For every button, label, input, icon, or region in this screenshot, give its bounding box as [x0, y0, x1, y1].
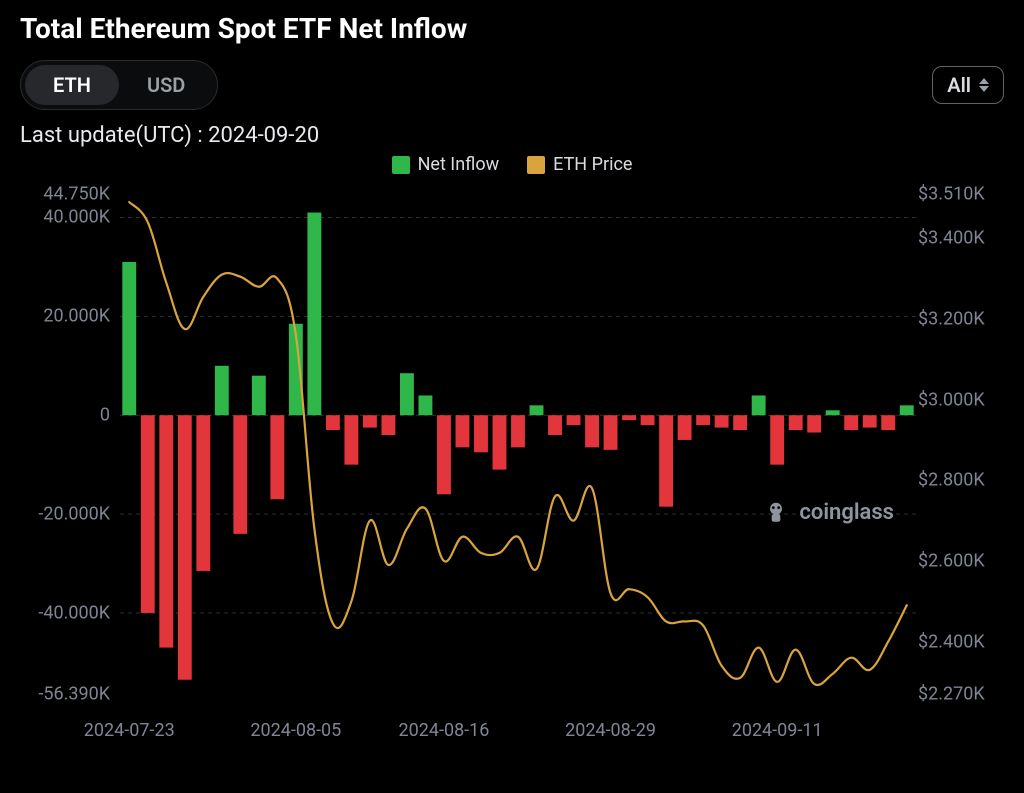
legend-net-inflow[interactable]: Net Inflow: [392, 154, 500, 175]
bar: [252, 376, 266, 416]
currency-toggle: ETH USD: [20, 60, 218, 110]
bar: [770, 415, 784, 464]
bar: [715, 415, 729, 427]
tab-eth[interactable]: ETH: [25, 65, 119, 105]
y-left-tick: -40.000K: [14, 602, 110, 623]
bar: [696, 415, 710, 425]
y-left-tick: 40.000K: [14, 207, 110, 228]
legend-eth-price[interactable]: ETH Price: [527, 154, 632, 175]
bar: [900, 405, 914, 415]
bar: [381, 415, 395, 435]
bar: [826, 410, 840, 415]
bar: [604, 415, 618, 450]
legend: Net Inflow ETH Price: [20, 154, 1004, 175]
bar: [419, 395, 433, 415]
bar: [844, 415, 858, 430]
bar: [307, 213, 321, 416]
y-right-tick: $3.400K: [918, 228, 1010, 249]
bar: [122, 262, 136, 415]
bar: [511, 415, 525, 447]
y-right-tick: $2.270K: [918, 684, 1010, 705]
y-left-tick: 44.750K: [14, 184, 110, 205]
watermark: coinglass: [763, 499, 894, 525]
square-icon: [527, 156, 545, 174]
x-tick: 2024-08-16: [399, 720, 490, 741]
square-icon: [392, 156, 410, 174]
bar: [196, 415, 210, 571]
range-select[interactable]: All: [932, 66, 1004, 104]
y-left-tick: -56.390K: [14, 684, 110, 705]
bar: [659, 415, 673, 506]
tab-usd[interactable]: USD: [119, 65, 213, 105]
bar: [789, 415, 803, 430]
y-right-tick: $3.200K: [918, 309, 1010, 330]
range-label: All: [947, 73, 971, 97]
bar: [585, 415, 599, 447]
bar: [548, 415, 562, 435]
bar: [752, 395, 766, 415]
y-right-tick: $3.000K: [918, 389, 1010, 410]
y-left-tick: 20.000K: [14, 306, 110, 327]
page-title: Total Ethereum Spot ETF Net Inflow: [20, 12, 1004, 45]
bar: [881, 415, 895, 430]
bar: [159, 415, 173, 647]
chart-svg: [20, 179, 1004, 739]
bar: [733, 415, 747, 430]
coinglass-icon: [763, 499, 789, 525]
x-tick: 2024-07-23: [84, 720, 175, 741]
bar: [622, 415, 636, 420]
bar: [567, 415, 581, 425]
chevron-sort-icon: [979, 78, 989, 92]
x-tick: 2024-08-29: [565, 720, 656, 741]
x-tick: 2024-08-05: [250, 720, 341, 741]
controls-row: ETH USD All: [20, 59, 1004, 111]
bar: [178, 415, 192, 679]
last-update: Last update(UTC) : 2024-09-20: [20, 123, 1004, 148]
x-tick: 2024-09-11: [732, 720, 823, 741]
bar: [141, 415, 155, 613]
bar: [437, 415, 451, 494]
bar: [233, 415, 247, 534]
chart-area: coinglass 44.750K40.000K20.000K0-20.000K…: [20, 179, 1004, 739]
chart-panel: Total Ethereum Spot ETF Net Inflow ETH U…: [0, 0, 1024, 793]
bar: [530, 405, 544, 415]
bar: [215, 366, 229, 415]
bar: [641, 415, 655, 425]
y-left-tick: 0: [14, 405, 110, 426]
bar: [326, 415, 340, 430]
y-right-tick: $2.400K: [918, 631, 1010, 652]
bar: [678, 415, 692, 440]
y-right-tick: $2.800K: [918, 470, 1010, 491]
y-left-tick: -20.000K: [14, 504, 110, 525]
y-right-tick: $2.600K: [918, 550, 1010, 571]
bar: [863, 415, 877, 427]
bar: [270, 415, 284, 499]
bar: [807, 415, 821, 432]
bar: [344, 415, 358, 464]
bar: [456, 415, 470, 447]
bar: [474, 415, 488, 452]
bar: [400, 373, 414, 415]
bar: [493, 415, 507, 469]
bar: [363, 415, 377, 427]
y-right-tick: $3.510K: [918, 184, 1010, 205]
